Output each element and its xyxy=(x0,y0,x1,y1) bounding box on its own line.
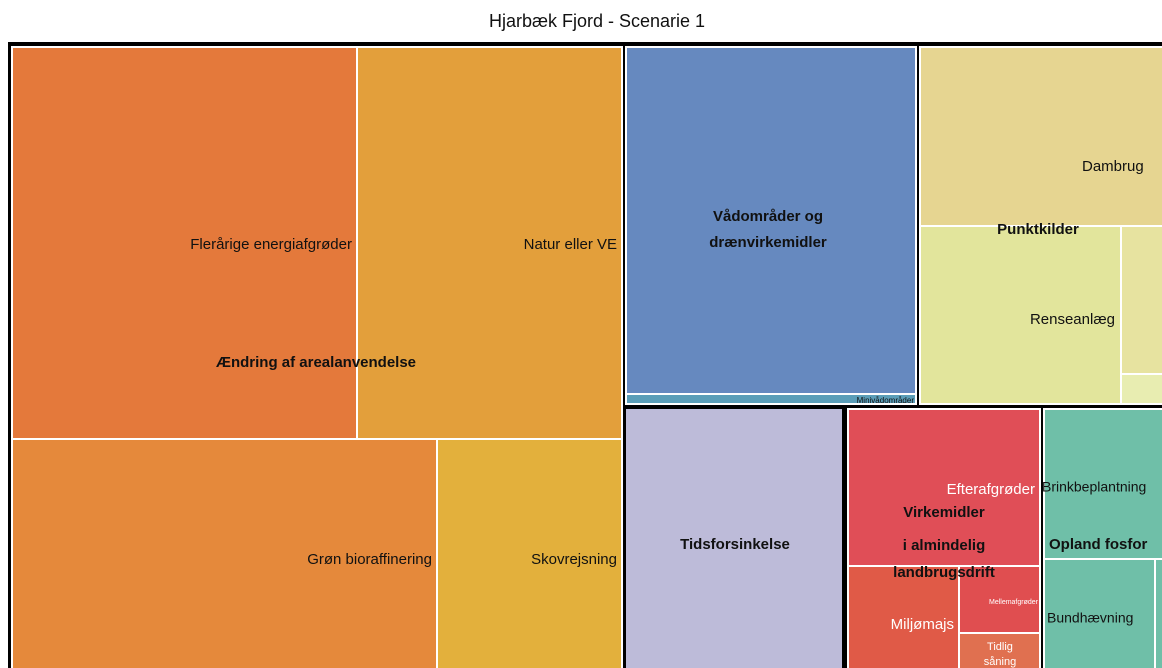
tile xyxy=(11,438,438,668)
tile xyxy=(919,225,1122,405)
title: Hjarbæk Fjord - Scenarie 1 xyxy=(489,11,705,31)
tile xyxy=(1120,373,1162,405)
tile xyxy=(1043,558,1156,668)
tile-label: Minivådområder xyxy=(857,396,915,405)
tile-label: Bundhævning xyxy=(1047,610,1133,626)
tile-label: Miljømajs xyxy=(891,616,954,633)
tile xyxy=(1120,225,1162,375)
group-label: drænvirkemidler xyxy=(709,234,827,251)
group-label: i almindelig xyxy=(903,537,986,554)
tile xyxy=(847,408,1041,567)
tile xyxy=(625,46,917,395)
tile xyxy=(958,565,1041,634)
group-label: Tidsforsinkelse xyxy=(680,536,790,553)
tile-label: Skovrejsning xyxy=(531,551,617,568)
tile-label: Renseanlæg xyxy=(1030,311,1115,328)
tile-label: Mellemafgrøder xyxy=(989,599,1039,606)
tile xyxy=(1043,408,1162,560)
group-label: Ændring af arealanvendelse xyxy=(216,354,416,371)
group-label: landbrugsdrift xyxy=(893,564,995,581)
group-label: Punktkilder xyxy=(997,221,1079,238)
tile xyxy=(958,632,1041,668)
tile xyxy=(626,409,842,668)
tile xyxy=(625,393,917,405)
tile xyxy=(356,46,623,440)
tile xyxy=(919,46,1162,227)
tile-label: såning xyxy=(984,656,1016,668)
tile-label: Brinkbeplantning xyxy=(1042,479,1146,495)
tile-label: Flerårige energiafgrøder xyxy=(190,236,352,253)
tile xyxy=(436,438,623,668)
tile xyxy=(11,46,358,440)
tile-label: Tidlig xyxy=(987,641,1013,653)
tile-label: Dambrug xyxy=(1082,158,1144,175)
tile-label: Grøn bioraffinering xyxy=(307,551,432,568)
group-label: Vådområder og xyxy=(713,208,823,225)
tile-label: Efterafgrøder xyxy=(947,481,1035,498)
group-label: Opland fosfor xyxy=(1049,536,1147,553)
tile-label: Natur eller VE xyxy=(524,236,617,253)
tile xyxy=(1154,558,1162,668)
group-label: Virkemidler xyxy=(903,504,985,521)
